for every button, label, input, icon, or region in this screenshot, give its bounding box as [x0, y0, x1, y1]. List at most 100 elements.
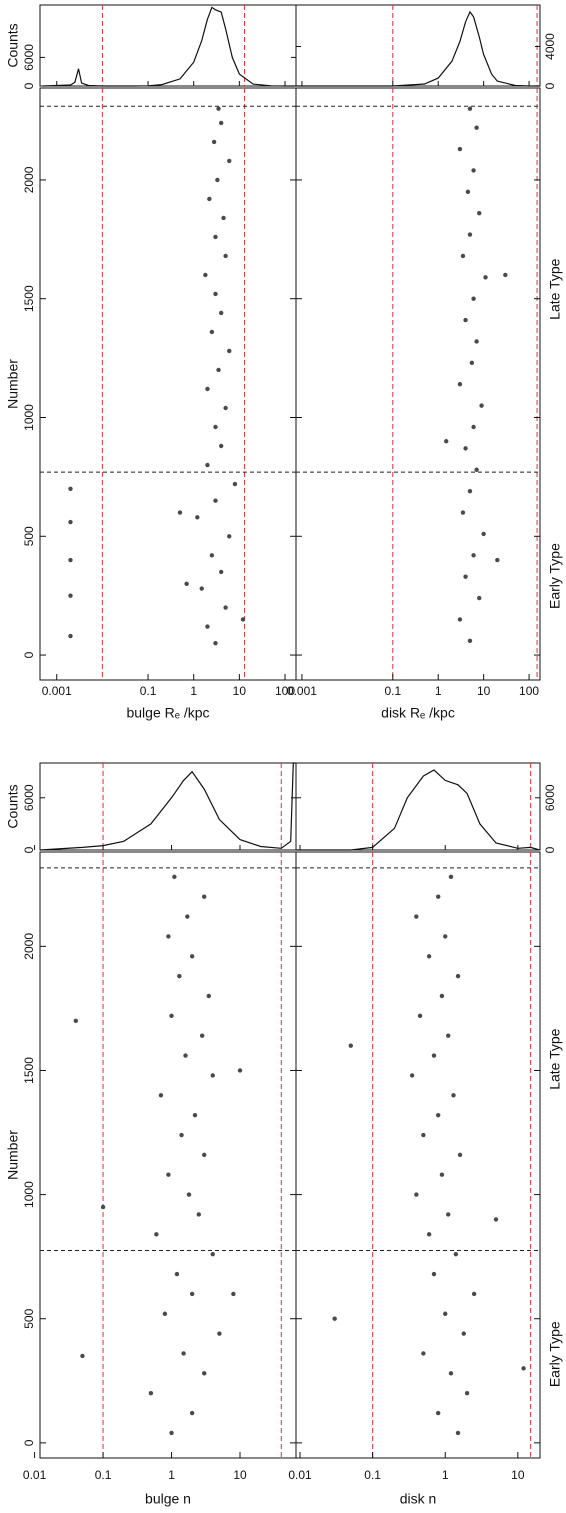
hist-y-axis-label: Counts: [5, 23, 21, 67]
point: [414, 914, 419, 919]
histogram-frame: [39, 762, 297, 851]
point: [181, 1351, 186, 1356]
point: [460, 253, 466, 259]
point: [426, 954, 432, 959]
point: [448, 1371, 454, 1376]
point: [227, 158, 232, 164]
point: [471, 296, 476, 301]
point: [414, 1192, 419, 1197]
histogram-line: [296, 769, 540, 851]
point: [183, 1053, 188, 1058]
point: [213, 291, 218, 297]
point: [221, 215, 226, 221]
point: [166, 1172, 171, 1177]
point: [199, 586, 204, 591]
y-tick-label: 2000: [22, 166, 36, 193]
point: [210, 1073, 215, 1078]
x-tick-label: 0.001: [287, 684, 317, 698]
hist-y-tick-label: 6000: [22, 44, 36, 71]
x-tick-label: 100: [519, 684, 539, 698]
point: [426, 1232, 432, 1237]
point: [80, 1353, 85, 1359]
point: [417, 1013, 423, 1019]
x-axis-label: disk Rₑ /kpc: [381, 705, 455, 721]
y-tick-label: 500: [22, 1308, 36, 1328]
point: [184, 581, 189, 586]
x-tick-label: 0.1: [140, 684, 157, 698]
point: [503, 272, 508, 278]
point: [457, 1152, 463, 1158]
point: [464, 1391, 470, 1396]
point: [431, 1271, 437, 1277]
point: [483, 275, 488, 280]
x-tick-label: 10: [233, 1468, 247, 1482]
point: [166, 934, 171, 939]
x-tick-label: 0.1: [384, 684, 401, 698]
point: [68, 557, 73, 563]
point: [435, 894, 441, 899]
hist-y-tick-label: 0: [22, 82, 36, 89]
y-axis-label: Number: [5, 359, 21, 409]
point: [158, 1093, 164, 1098]
point: [223, 405, 228, 411]
point: [471, 553, 476, 558]
histogram-frame: [295, 4, 541, 87]
point: [421, 1351, 426, 1356]
hist-y-tick-label: 0: [543, 846, 557, 853]
point: [205, 624, 210, 629]
point: [218, 310, 224, 316]
point: [227, 534, 232, 539]
point: [467, 488, 473, 494]
x-tick-label: 10: [511, 1468, 525, 1482]
point: [73, 1018, 79, 1024]
side-label: Late Type: [547, 258, 563, 319]
point: [348, 1043, 353, 1048]
point: [443, 934, 448, 939]
x-tick-label: 10: [477, 684, 491, 698]
point: [68, 486, 73, 491]
histogram-line: [39, 762, 296, 851]
point: [495, 557, 500, 563]
point: [457, 617, 463, 622]
point: [446, 1033, 451, 1038]
point: [457, 146, 463, 152]
point: [457, 382, 463, 387]
point: [461, 1331, 466, 1336]
point: [467, 106, 473, 111]
point: [439, 1172, 445, 1177]
point: [463, 446, 468, 451]
side-label: Early Type: [547, 1321, 563, 1387]
x-tick-label: 1: [435, 684, 442, 698]
x-axis-label: bulge n: [145, 1491, 191, 1507]
point: [189, 1410, 195, 1416]
point: [172, 874, 177, 880]
point: [205, 462, 210, 468]
x-tick-label: 0.1: [95, 1468, 112, 1482]
point: [177, 973, 182, 979]
hist-y-tick-label: 6000: [22, 784, 36, 811]
point: [213, 640, 218, 646]
point: [455, 973, 461, 979]
y-tick-label: 500: [22, 526, 36, 546]
point: [455, 1430, 461, 1436]
point: [169, 1430, 174, 1436]
point: [186, 1192, 192, 1197]
point: [213, 234, 218, 240]
point: [203, 272, 208, 278]
point: [177, 510, 183, 515]
point: [169, 1013, 174, 1019]
point: [223, 605, 228, 610]
point: [199, 1033, 205, 1038]
point: [189, 954, 195, 959]
point: [469, 360, 475, 366]
hist-y-tick-label: 0: [543, 82, 557, 89]
x-tick-label: 0.001: [42, 684, 72, 698]
point: [467, 232, 473, 237]
point: [174, 1271, 180, 1277]
point: [443, 1311, 448, 1316]
point: [479, 403, 484, 408]
y-axis-label: Number: [5, 1130, 21, 1180]
hist-y-tick-label: 6000: [543, 784, 557, 811]
point: [218, 443, 224, 449]
